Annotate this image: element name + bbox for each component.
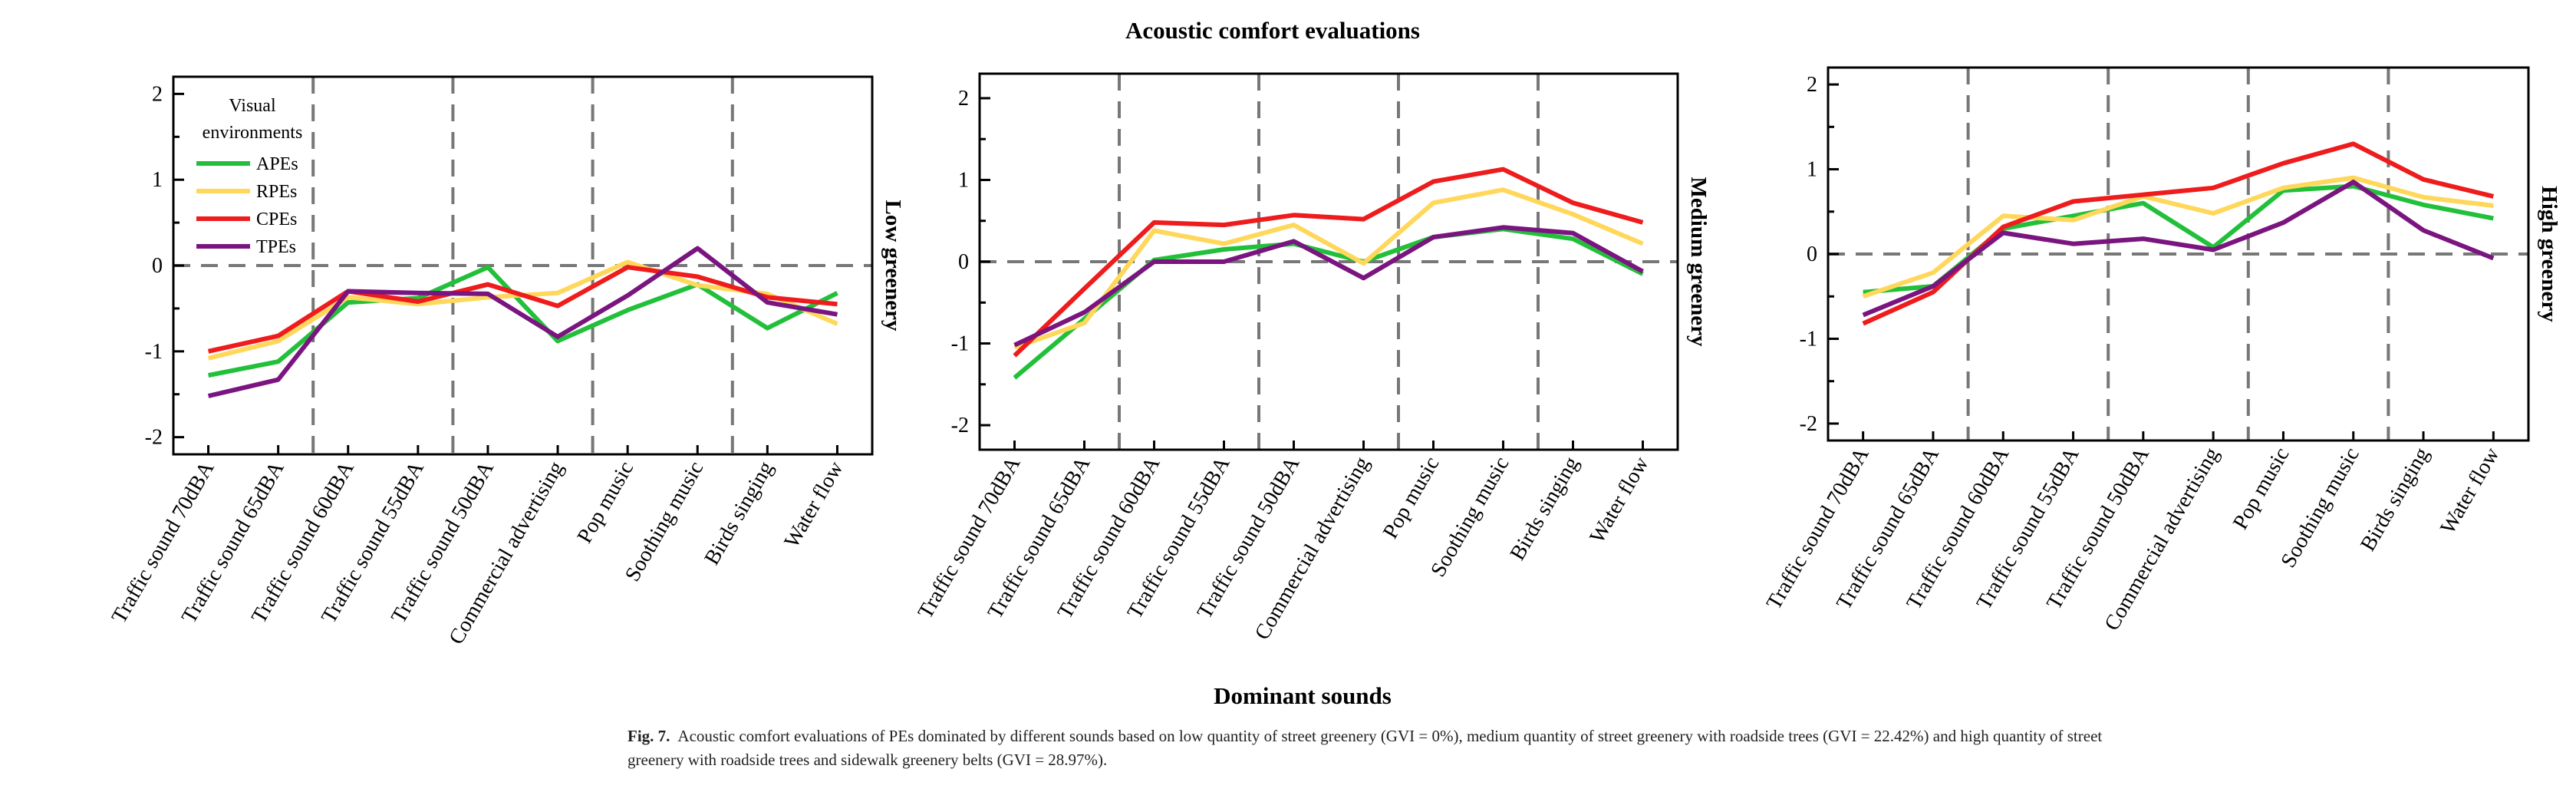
legend-title-line2: environments — [203, 123, 303, 143]
y-tick-label: 0 — [152, 254, 163, 278]
y-tick-label: -2 — [145, 426, 163, 450]
x-tick-label-pop-music: Pop music — [573, 457, 639, 547]
y-tick-label: -1 — [951, 332, 969, 356]
series-line-rpes — [1013, 187, 1644, 350]
series-line-apes — [1863, 183, 2494, 295]
x-tick-label-pop-music: Pop music — [1379, 453, 1444, 543]
x-tick-label-birds-singing: Birds singing — [2356, 444, 2434, 556]
x-tick-label-water-flow: Water flow — [1585, 452, 1653, 547]
legend-label-apes: APEs — [256, 154, 298, 174]
series-line-tpes — [207, 246, 838, 398]
series-line-rpes — [1862, 175, 2494, 299]
x-axis-title: Dominant sounds — [1214, 682, 1392, 709]
panel-label-high-greenery: High greenery — [2537, 186, 2561, 322]
y-tick-label: 1 — [1807, 158, 1817, 182]
y-tick-label: 0 — [1807, 243, 1817, 266]
series-line-cpes — [207, 265, 838, 354]
series-line-tpes — [1862, 180, 2495, 318]
y-tick-label: 1 — [152, 168, 163, 192]
legend-label-tpes: TPEs — [256, 237, 296, 257]
y-tick-label: 1 — [958, 168, 969, 192]
y-tick-label: -2 — [1800, 412, 1817, 436]
series-line-tpes — [1013, 225, 1644, 348]
y-tick-label: 0 — [958, 250, 969, 274]
caption-text: Acoustic comfort evaluations of PEs domi… — [628, 727, 2103, 769]
x-tick-label-water-flow: Water flow — [2436, 443, 2504, 538]
y-tick-label: -1 — [145, 340, 163, 364]
x-tick-label-birds-singing: Birds singing — [1506, 453, 1584, 565]
x-tick-label-pop-music: Pop music — [2228, 444, 2294, 533]
figure-caption: Fig. 7. Acoustic comfort evaluations of P… — [628, 724, 2162, 772]
legend-label-rpes: RPEs — [256, 182, 297, 202]
caption-label: Fig. 7. — [628, 727, 670, 745]
legend: Visual environments APEs RPEs CPEs TPEs — [196, 96, 302, 257]
y-tick-label: -1 — [1800, 327, 1817, 351]
y-tick-label: 2 — [958, 87, 969, 111]
legend-title: Visual — [229, 96, 276, 116]
panel-label-medium-greenery: Medium greenery — [1686, 177, 1711, 347]
y-tick-label: 2 — [1807, 73, 1817, 97]
figure-title: Acoustic comfort evaluations — [1125, 17, 1420, 44]
series-line-cpes — [1013, 167, 1644, 358]
x-tick-label-birds-singing: Birds singing — [700, 457, 778, 569]
y-tick-label: -2 — [951, 414, 969, 437]
legend-label-cpes: CPEs — [256, 210, 297, 229]
series-line-cpes — [1862, 141, 2495, 326]
x-tick-label-water-flow: Water flow — [779, 457, 848, 552]
panel-label-low-greenery: Low greenery — [881, 200, 905, 332]
y-tick-label: 2 — [152, 82, 163, 106]
series-line-apes — [1013, 226, 1644, 380]
